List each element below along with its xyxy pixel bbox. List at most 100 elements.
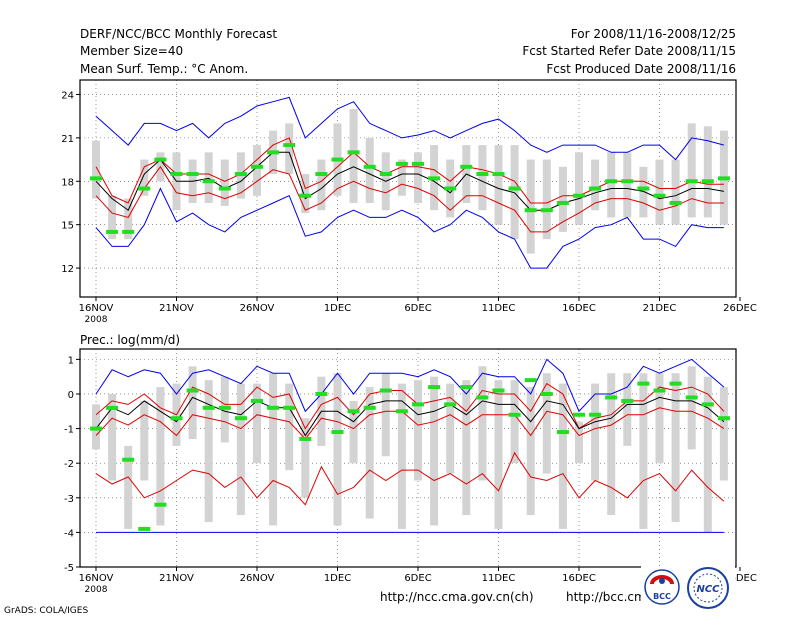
prec-spread-box xyxy=(558,383,567,529)
bcc-logo-dot xyxy=(659,578,665,584)
temp-spread-box xyxy=(301,174,310,214)
prec-observed-marker xyxy=(251,398,263,403)
temp-spread-box xyxy=(623,152,632,218)
temp-observed-marker xyxy=(106,229,119,234)
temp-spread-box xyxy=(575,152,583,225)
ncc-logo-globe xyxy=(693,573,723,603)
temp-spread-box xyxy=(703,126,712,218)
prec-observed-marker xyxy=(508,412,521,417)
temp-spread-box xyxy=(671,159,680,225)
prec-observed-marker xyxy=(621,398,634,403)
prec-observed-marker xyxy=(444,402,457,407)
prec-spread-box xyxy=(703,376,712,533)
temp-spread-box xyxy=(655,159,664,225)
temp-line-upper xyxy=(95,137,724,204)
temp-spread-box xyxy=(558,166,567,232)
prec-spread-box xyxy=(591,383,600,481)
temp-ytick-label: 21 xyxy=(61,134,74,145)
prec-observed-marker xyxy=(685,395,698,400)
ncc-logo: NCC xyxy=(687,567,729,609)
temp-xtick-label: 6DEC xyxy=(404,303,431,314)
temp-spread-box xyxy=(108,195,117,240)
prec-xtick-label: 6DEC xyxy=(404,573,431,584)
prec-spread-box xyxy=(140,400,149,481)
prec-observed-marker xyxy=(347,409,360,414)
prec-xtick-label: 11DEC xyxy=(482,573,516,584)
produced-date-label: Fcst Produced Date 2008/11/16 xyxy=(546,62,736,76)
temp-observed-marker xyxy=(186,172,199,177)
temp-observed-marker xyxy=(154,157,167,162)
prec-spread-box xyxy=(285,383,294,471)
temp-observed-marker xyxy=(476,172,489,177)
member-size-label: Member Size=40 xyxy=(80,44,184,58)
prec-spread-box xyxy=(623,373,632,446)
prec-spread-box xyxy=(333,373,342,526)
prec-ytick-label: -1 xyxy=(64,425,74,436)
bcc-logo: BCC xyxy=(644,569,680,605)
prec-spread-box xyxy=(526,387,535,516)
ncc-url[interactable]: http://ncc.cma.gov.cn(ch) xyxy=(380,590,534,604)
temp-spread-box xyxy=(687,123,696,218)
prec-observed-marker xyxy=(637,381,650,386)
prec-observed-marker xyxy=(428,385,441,390)
temp-observed-marker xyxy=(685,179,698,184)
prec-spread-box xyxy=(478,366,487,481)
temp-observed-marker xyxy=(218,186,231,191)
grads-credit: GrADS: COLA/IGES xyxy=(4,606,88,616)
prec-ytick-label: -3 xyxy=(64,494,74,505)
prec-line-max xyxy=(95,358,725,413)
temp-observed-marker xyxy=(701,179,714,184)
prec-spread-box xyxy=(269,373,278,526)
prec-spread-box xyxy=(414,380,422,481)
temp-observed-marker xyxy=(315,172,328,177)
prec-spread-box xyxy=(188,366,197,439)
temp-observed-marker xyxy=(90,176,102,181)
prec-spread-box xyxy=(655,373,664,464)
bcc-logo-text: BCC xyxy=(653,592,671,601)
prec-xtick-label: 16NOV xyxy=(79,573,114,584)
temp-spread-box xyxy=(526,159,535,254)
prec-observed-marker xyxy=(379,388,392,393)
prec-spread-box xyxy=(124,445,133,529)
temp-year-label: 2008 xyxy=(85,315,108,325)
footer: GrADS: COLA/IGES http://ncc.cma.gov.cn(c… xyxy=(4,590,720,616)
temp-spread-box xyxy=(542,159,551,240)
prec-observed-marker xyxy=(234,416,247,421)
prec-observed-marker xyxy=(154,502,167,507)
prec-spread-box xyxy=(510,380,519,464)
prec-observed-marker xyxy=(412,402,424,407)
temperature-plot: 12 15 18 21 24 16NOV 21NOV 26NOV 1DEC 6DEC 11DEC 16… xyxy=(61,79,757,325)
prec-spread-box xyxy=(719,387,728,481)
prec-spread-box xyxy=(542,373,551,474)
prec-observed-marker xyxy=(283,405,296,410)
temp-observed-marker xyxy=(267,150,280,155)
temp-spread-box xyxy=(494,145,503,225)
prec-line-mean xyxy=(95,396,725,437)
temp-spread-box xyxy=(220,159,229,206)
temp-observed-marker xyxy=(444,186,457,191)
prec-observed-marker xyxy=(524,378,537,383)
ncc-logo-text: NCC xyxy=(696,584,720,595)
temp-xtick-label: 21DEC xyxy=(643,303,677,314)
temp-observed-marker xyxy=(379,172,392,177)
temp-spread-box xyxy=(510,145,519,240)
prec-spread-box xyxy=(462,380,471,516)
temp-observed-marker xyxy=(621,179,634,184)
temp-observed-marker xyxy=(299,193,312,198)
temp-xtick-label: 21NOV xyxy=(159,303,194,314)
prec-spread-box xyxy=(349,400,358,464)
prec-ytick-label: -4 xyxy=(64,528,74,539)
prec-xtick-label: 21NOV xyxy=(159,573,194,584)
prec-observed-marker xyxy=(138,526,151,531)
temp-observed-marker xyxy=(234,172,247,177)
temp-spread-box xyxy=(253,145,261,196)
prec-line-upper xyxy=(95,382,725,430)
prec-xtick-label: 16DEC xyxy=(562,573,596,584)
temp-line-max xyxy=(95,96,725,161)
temp-observed-marker xyxy=(138,186,151,191)
prec-ytick-label: -2 xyxy=(64,459,74,470)
temp-observed-marker xyxy=(122,229,135,234)
temp-observed-marker xyxy=(669,200,682,205)
temp-line-mean xyxy=(95,151,724,211)
temp-observed-marker xyxy=(524,208,537,213)
